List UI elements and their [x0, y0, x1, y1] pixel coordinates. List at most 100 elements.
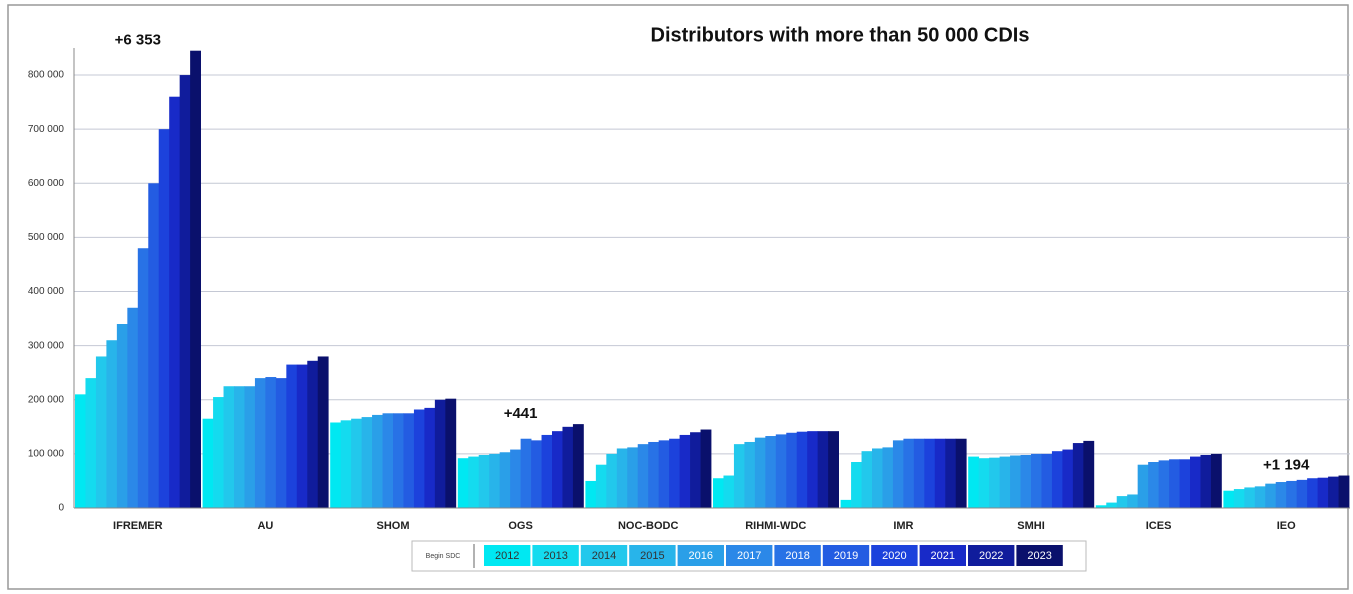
bar	[945, 438, 957, 508]
legend-swatch	[484, 545, 531, 566]
x-tick-label: AU	[257, 520, 273, 532]
bar	[658, 440, 670, 508]
bar	[572, 424, 584, 508]
bar	[723, 475, 735, 508]
bar	[1328, 476, 1339, 508]
bar	[1254, 486, 1266, 508]
legend-label: 2016	[689, 550, 713, 562]
y-tick-label: 300 000	[28, 340, 65, 351]
legend-label: 2013	[543, 550, 567, 562]
bar	[955, 438, 967, 508]
bar	[679, 434, 691, 508]
bar	[116, 324, 128, 508]
legend-label: 2017	[737, 550, 761, 562]
x-tick-label: OGS	[508, 520, 532, 532]
legend-swatch	[774, 545, 821, 566]
legend-swatch	[822, 545, 870, 566]
bar	[468, 456, 480, 508]
bar	[1265, 483, 1277, 508]
bar	[254, 378, 266, 508]
bar	[934, 438, 946, 508]
y-tick-label: 100 000	[28, 449, 65, 460]
bar	[202, 418, 214, 508]
x-tick-label: NOC-BODC	[618, 520, 679, 532]
bar	[585, 480, 597, 508]
x-tick-label: SHOM	[377, 520, 410, 532]
bar	[361, 417, 373, 508]
bar	[213, 397, 224, 508]
bar	[616, 448, 628, 508]
legend-label: 2020	[882, 550, 906, 562]
bar	[817, 431, 829, 508]
bar	[413, 409, 425, 508]
legend-swatch	[580, 545, 628, 566]
legend-label: 2012	[495, 550, 519, 562]
bar	[275, 378, 287, 508]
bar	[307, 360, 319, 508]
bar	[1223, 490, 1235, 508]
bar	[786, 432, 798, 508]
bar	[510, 449, 521, 508]
bar	[244, 386, 256, 508]
bar	[106, 340, 118, 508]
bar	[296, 364, 308, 508]
bar	[265, 377, 277, 508]
y-tick-label: 0	[58, 503, 64, 514]
bar	[700, 429, 712, 508]
bar	[1210, 453, 1222, 508]
y-tick-label: 800 000	[28, 70, 65, 81]
bar	[754, 437, 766, 508]
x-tick-label: IMR	[893, 520, 913, 532]
bar	[148, 183, 160, 508]
annotation: +1 194	[1263, 456, 1310, 473]
bar	[1286, 480, 1298, 508]
bar	[95, 356, 107, 508]
bar	[1062, 449, 1074, 508]
legend-title: Begin SDC	[426, 553, 461, 560]
bar	[840, 499, 852, 508]
bar	[733, 444, 745, 508]
bar	[851, 462, 862, 508]
bar	[669, 438, 680, 508]
y-tick-label: 500 000	[28, 232, 65, 243]
bar	[127, 307, 139, 508]
bar	[872, 448, 883, 508]
bar	[1051, 451, 1063, 508]
bar	[1127, 494, 1139, 508]
bar	[796, 431, 808, 508]
bar	[1041, 453, 1053, 508]
y-tick-label: 700 000	[28, 124, 65, 135]
bar	[989, 457, 1000, 508]
x-tick-label: IFREMER	[113, 520, 163, 532]
bar	[1317, 477, 1329, 508]
legend-swatch	[1016, 545, 1063, 566]
bar	[978, 458, 990, 508]
legend-swatch	[919, 545, 966, 566]
legend-swatch	[968, 545, 1015, 566]
bar	[1106, 502, 1118, 508]
bar	[531, 440, 542, 508]
bar	[541, 434, 553, 508]
bar	[1338, 475, 1350, 508]
bar	[424, 407, 436, 508]
legend-swatch	[726, 545, 773, 566]
bar	[234, 386, 245, 508]
legend-swatch	[871, 545, 918, 566]
bar	[1010, 455, 1021, 508]
bar	[606, 453, 618, 508]
bar	[1296, 479, 1308, 508]
bar	[924, 438, 936, 508]
bar	[913, 438, 925, 508]
bar	[1072, 443, 1084, 508]
bar	[372, 414, 383, 508]
bar	[562, 426, 574, 508]
bar	[179, 75, 191, 508]
chart-title: Distributors with more than 50 000 CDIs	[651, 24, 1030, 46]
bar	[882, 447, 894, 508]
legend-label: 2022	[979, 550, 1003, 562]
bar	[1083, 440, 1095, 508]
bar	[382, 413, 394, 508]
bar	[158, 129, 170, 509]
legend-swatch	[677, 545, 724, 566]
